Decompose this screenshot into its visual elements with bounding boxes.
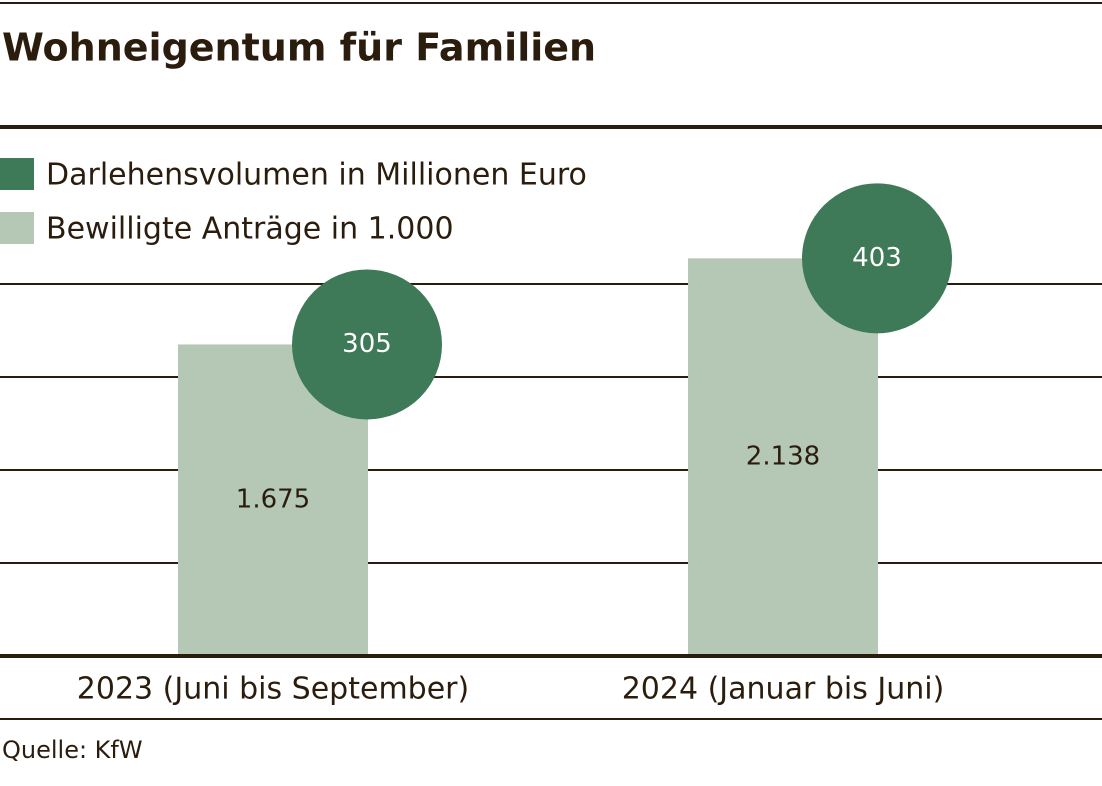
legend-label: Darlehensvolumen in Millionen Euro [46,158,587,193]
bubble [802,183,952,334]
value-label: 2.138 [746,442,820,472]
legend-label: Bewilligte Anträge in 1.000 [46,212,454,247]
legend-swatch [0,212,34,244]
x-tick-label: 2023 (Juni bis September) [77,672,469,707]
bubble-label: 305 [342,329,392,359]
x-tick-label: 2024 (Januar bis Juni) [622,672,945,707]
value-label: 1.675 [236,485,310,515]
chart-title: Wohneigentum für Familien [2,26,596,70]
legend-swatch [0,158,34,190]
bubble-label: 403 [852,243,902,273]
bubble [292,269,442,420]
source: Quelle: KfW [2,736,143,764]
